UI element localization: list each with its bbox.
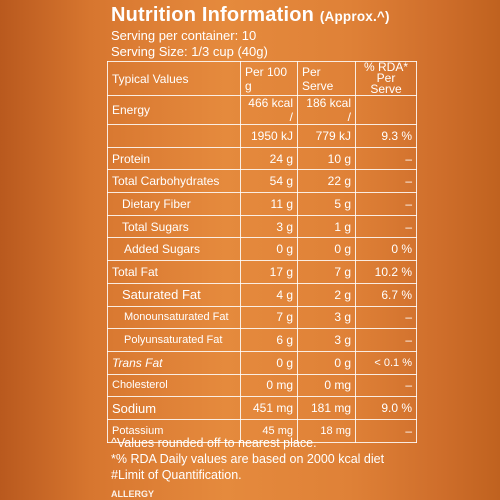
header-per-100g: Per 100 g	[240, 61, 298, 96]
table-row-saturated-fat: Saturated Fat 4 g 2 g 6.7 %	[107, 282, 417, 307]
title-text: Nutrition Information	[111, 4, 315, 26]
value-rda: –	[355, 328, 417, 352]
table-row-total-carbohydrates: Total Carbohydrates 54 g 22 g –	[107, 169, 417, 194]
header-rda: % RDA* Per Serve	[355, 60, 417, 96]
value-per-serve: 7 g	[297, 260, 356, 284]
table-row-trans-fat: Trans Fat 0 g 0 g < 0.1 %	[107, 350, 417, 375]
value-rda: 9.0 %	[355, 396, 417, 420]
value-per-100g: 17 g	[240, 260, 298, 284]
value-per-100g: 11 g	[240, 192, 298, 216]
footnote-rda: *% RDA Daily values are based on 2000 kc…	[111, 452, 385, 466]
value-per-100g: 3 g	[240, 214, 298, 239]
header-rda-line1: % RDA*	[363, 60, 408, 74]
value-per-100g: 6 g	[240, 328, 298, 352]
table-row-monounsaturated-fat: Monounsaturated Fat 7 g 3 g –	[107, 305, 417, 330]
value-rda: 10.2 %	[355, 260, 417, 284]
value-rda	[355, 95, 417, 125]
table-row-added-sugars: Added Sugars 0 g 0 g 0 %	[107, 237, 417, 262]
value-per-serve: 186 kcal /	[297, 95, 356, 125]
value-rda: –	[355, 373, 417, 398]
value-per-100g: 45 mg	[240, 418, 298, 443]
nutrient-name: Added Sugars	[107, 237, 241, 262]
value-rda: –	[355, 192, 417, 216]
servings-per-container: Serving per container: 10	[111, 28, 257, 43]
value-rda: –	[355, 418, 417, 443]
nutrient-name: Dietary Fiber	[107, 192, 241, 216]
nutrient-name: Monounsaturated Fat	[107, 305, 241, 330]
value-per-100g: 451 mg	[240, 396, 298, 420]
nutrient-name: Total Carbohydrates	[107, 169, 241, 194]
value-per-serve: 3 g	[297, 305, 356, 330]
table-row-total-fat: Total Fat 17 g 7 g 10.2 %	[107, 260, 417, 284]
nutrient-name	[107, 124, 241, 148]
value-per-100g: 24 g	[240, 146, 298, 171]
nutrient-name: Polyunsaturated Fat	[107, 328, 241, 352]
table-row-protein: Protein 24 g 10 g –	[107, 146, 417, 171]
value-per-100g: 0 g	[240, 237, 298, 262]
nutrition-table: Typical Values Per 100 g Per Serve % RDA…	[107, 61, 417, 443]
value-per-100g: 1950 kJ	[240, 124, 298, 148]
nutrient-name: Total Sugars	[107, 214, 241, 239]
table-row-cholesterol: Cholesterol 0 mg 0 mg –	[107, 373, 417, 398]
table-row-sodium: Sodium 451 mg 181 mg 9.0 %	[107, 396, 417, 420]
table-row-polyunsaturated-fat: Polyunsaturated Fat 6 g 3 g –	[107, 328, 417, 352]
value-rda: < 0.1 %	[355, 350, 417, 375]
value-per-100g: 54 g	[240, 169, 298, 194]
nutrient-name: Energy	[107, 95, 241, 125]
value-rda: –	[355, 305, 417, 330]
approx-note: (Approx.^)	[319, 9, 390, 24]
value-per-serve: 3 g	[297, 328, 356, 352]
value-per-serve: 0 mg	[297, 373, 356, 398]
header-typical-values: Typical Values	[107, 61, 241, 96]
value-per-serve: 22 g	[297, 169, 356, 194]
value-per-serve: 0 g	[297, 350, 356, 375]
nutrition-title: Nutrition Information (Approx.^)	[111, 4, 390, 27]
value-rda: 9.3 %	[355, 124, 417, 148]
footnote-rounded: ^Values rounded off to nearest place.	[111, 436, 317, 450]
table-row-energy-kcal: Energy 466 kcal / 186 kcal /	[107, 95, 417, 125]
value-per-serve: 10 g	[297, 146, 356, 171]
value-per-serve: 5 g	[297, 192, 356, 216]
nutrient-name: Sodium	[107, 396, 241, 420]
table-row-dietary-fiber: Dietary Fiber 11 g 5 g –	[107, 192, 417, 216]
value-rda: –	[355, 214, 417, 239]
value-per-serve: 18 mg	[297, 418, 356, 443]
value-per-100g: 7 g	[240, 305, 298, 330]
nutrient-name: Trans Fat	[107, 350, 241, 375]
table-header-row: Typical Values Per 100 g Per Serve % RDA…	[107, 60, 417, 96]
value-per-serve: 181 mg	[297, 396, 356, 420]
value-per-serve: 1 g	[297, 214, 356, 239]
value-per-serve: 0 g	[297, 237, 356, 262]
nutrient-name: Protein	[107, 146, 241, 171]
value-per-100g: 466 kcal /	[240, 95, 298, 125]
value-per-serve: 779 kJ	[297, 124, 356, 148]
value-rda: 0 %	[355, 237, 417, 262]
table-row-potassium: Potassium 45 mg 18 mg –	[107, 418, 417, 443]
footnote-quantification: #Limit of Quantification.	[111, 468, 242, 482]
nutrient-name: Cholesterol	[107, 373, 241, 398]
header-per-serve: Per Serve	[297, 61, 356, 96]
value-per-serve: 2 g	[297, 282, 356, 307]
table-row-energy-kj: 1950 kJ 779 kJ 9.3 %	[107, 124, 417, 148]
nutrient-name: Total Fat	[107, 260, 241, 284]
value-rda: –	[355, 146, 417, 171]
value-rda: 6.7 %	[355, 282, 417, 307]
value-rda: –	[355, 169, 417, 194]
header-rda-line2: Per Serve	[370, 71, 402, 96]
nutrient-name: Saturated Fat	[107, 282, 241, 307]
table-row-total-sugars: Total Sugars 3 g 1 g –	[107, 214, 417, 239]
serving-size: Serving Size: 1/3 cup (40g)	[111, 44, 268, 59]
value-per-100g: 0 g	[240, 350, 298, 375]
value-per-100g: 4 g	[240, 282, 298, 307]
allergy-heading-cropped: ALLERGY	[111, 489, 155, 499]
value-per-100g: 0 mg	[240, 373, 298, 398]
nutrient-name: Potassium	[107, 418, 241, 443]
